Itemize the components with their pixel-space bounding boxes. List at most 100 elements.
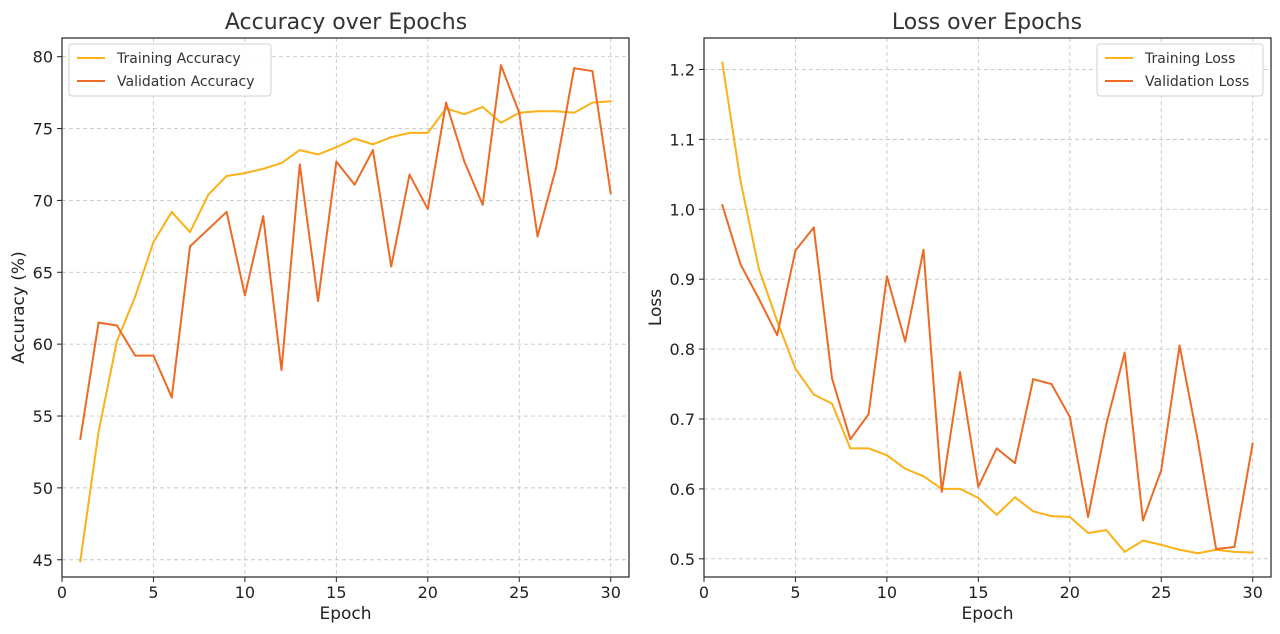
- chart-1-xtick-label-3: 15: [968, 583, 988, 602]
- chart-0-title: Accuracy over Epochs: [225, 10, 467, 35]
- chart-0-xtick-label-3: 15: [326, 583, 346, 602]
- chart-1-series-1-point-9: [885, 275, 888, 278]
- chart-0-xtick-label-1: 5: [148, 583, 158, 602]
- chart-0-series-0-line: [79, 100, 612, 563]
- chart-0-ytick-label-7: 80: [33, 48, 53, 67]
- chart-1-series-1-point-5: [812, 226, 815, 229]
- chart-0-series-1-point-20: [445, 101, 448, 104]
- chart-1-series-1-point-26: [1196, 439, 1199, 442]
- chart-1-series-0-point-3: [776, 320, 779, 323]
- chart-1-series-0-point-6: [831, 402, 834, 405]
- chart-0-legend: Training Accuracy Validation Accuracy: [68, 43, 272, 97]
- chart-0-series-1-point-19: [426, 208, 429, 211]
- chart-0-series-0-point-3: [134, 295, 137, 298]
- chart-1-series-0-point-24: [1160, 543, 1163, 546]
- chart-0-series-1-point-27: [573, 67, 576, 70]
- chart-1-series-0-point-8: [867, 447, 870, 450]
- chart-0-series-1-point-12: [298, 163, 301, 166]
- chart-1-legend-label-1: Validation Loss: [1145, 74, 1249, 90]
- chart-1-series-1-point-1: [739, 263, 742, 266]
- chart-1-series-1-point-23: [1141, 519, 1144, 522]
- chart-1-legend: Training Loss Validation Loss: [1096, 43, 1264, 97]
- chart-1-series-0-point-15: [995, 513, 998, 516]
- chart-1-series-0-point-18: [1050, 515, 1053, 518]
- chart-1-series-1-point-29: [1251, 442, 1254, 445]
- chart-1-ytick-label-0: 0.5: [670, 550, 695, 569]
- chart-1-series-0-point-7: [849, 447, 852, 450]
- chart-0-series-0-point-25: [536, 110, 539, 113]
- chart-0-series-0-point-18: [408, 131, 411, 134]
- chart-0-series-1-point-21: [463, 160, 466, 163]
- chart-0-ytick-label-5: 70: [33, 191, 53, 210]
- chart-1-series-0-point-29: [1251, 551, 1254, 554]
- chart-0-series-1-point-4: [152, 354, 155, 357]
- chart-0-series-1-point-3: [134, 354, 137, 357]
- chart-1-series-0-point-22: [1123, 550, 1126, 553]
- chart-1-series-1-point-22: [1123, 351, 1126, 354]
- chart-1-ytick-label-4: 0.9: [670, 270, 695, 289]
- chart-0-ytick-label-3: 60: [33, 335, 53, 354]
- chart-1-series-0-point-28: [1233, 550, 1236, 553]
- chart-1-series-0-point-25: [1178, 548, 1181, 551]
- chart-0-series-0-point-0: [79, 560, 82, 563]
- chart-1-xtick-label-6: 30: [1243, 583, 1263, 602]
- chart-1-xtick-label-0: 0: [699, 583, 709, 602]
- chart-1-xtick-label-4: 20: [1060, 583, 1080, 602]
- chart-0-series-0: [79, 100, 612, 563]
- chart-0-series-1-point-16: [371, 149, 374, 152]
- chart-0-plot-frame: [61, 37, 630, 578]
- chart-1-xlabel: Epoch: [961, 604, 1013, 624]
- chart-1-series-1-point-4: [794, 249, 797, 252]
- chart-1-series-0-point-5: [812, 393, 815, 396]
- chart-1-plot-frame: [703, 37, 1272, 578]
- chart-0-series-0-point-19: [426, 131, 429, 134]
- loss-chart: 0 5 10 15 20 25 30 0.5 0.6 0.7 0.8 0.9 1.0 1.1 1.2 Loss…: [646, 10, 1272, 624]
- chart-1-ytick-label-7: 1.2: [670, 60, 695, 79]
- chart-0-series-1-point-10: [262, 215, 265, 218]
- chart-0-series-1: [79, 64, 612, 441]
- chart-0-xtick-label-5: 25: [509, 583, 529, 602]
- chart-1-series-0-point-10: [904, 467, 907, 470]
- chart-0-series-1-point-6: [189, 245, 192, 248]
- chart-0-legend-box: [68, 43, 272, 97]
- chart-0-series-0-point-23: [499, 121, 502, 124]
- chart-1-series-1-point-10: [904, 340, 907, 343]
- chart-1-series-0-point-4: [794, 367, 797, 370]
- chart-1-xtick-label-2: 10: [877, 583, 897, 602]
- chart-1-series-0-point-2: [757, 267, 760, 270]
- chart-0-series-0-point-29: [609, 100, 612, 103]
- chart-0-series-1-line: [79, 64, 612, 441]
- chart-1-series-0-point-0: [721, 61, 724, 64]
- chart-0-series-0-point-26: [554, 110, 557, 113]
- chart-1-series-0: [721, 61, 1254, 555]
- chart-0-xtick-label-2: 10: [235, 583, 255, 602]
- chart-1-ytick-label-6: 1.1: [670, 130, 695, 149]
- chart-0-series-0-point-12: [298, 149, 301, 152]
- chart-1-series-0-point-1: [739, 180, 742, 183]
- chart-0-series-1-point-11: [280, 369, 283, 372]
- chart-1-legend-box: [1096, 43, 1264, 97]
- chart-0-xtick-label-6: 30: [601, 583, 621, 602]
- chart-0-series-0-point-6: [189, 231, 192, 234]
- chart-1-series-1-point-21: [1105, 422, 1108, 425]
- chart-1-series-0-point-14: [977, 497, 980, 500]
- chart-1-series-1-point-14: [977, 485, 980, 488]
- chart-1-series-1-point-20: [1087, 515, 1090, 518]
- chart-0-series-1-point-17: [390, 265, 393, 268]
- chart-1-ytick-label-3: 0.8: [670, 340, 695, 359]
- chart-0-series-1-point-2: [115, 324, 118, 327]
- chart-0-ytick-label-0: 45: [33, 551, 53, 570]
- chart-0-series-1-point-29: [609, 192, 612, 195]
- chart-0-series-1-point-22: [481, 203, 484, 206]
- chart-0-series-1-point-26: [554, 167, 557, 170]
- chart-1-xtick-label-1: 5: [790, 583, 800, 602]
- chart-0-series-0-point-9: [243, 172, 246, 175]
- chart-0-ytick-label-6: 75: [33, 120, 53, 139]
- chart-1-series-1-point-28: [1233, 545, 1236, 548]
- chart-0-series-0-point-2: [115, 340, 118, 343]
- chart-1-ylabel: Loss: [646, 289, 666, 326]
- chart-1-series-1-point-8: [867, 413, 870, 416]
- chart-1-series-1-point-16: [1013, 462, 1016, 465]
- chart-0-series-0-point-28: [591, 101, 594, 104]
- chart-0-series-1-point-9: [243, 294, 246, 297]
